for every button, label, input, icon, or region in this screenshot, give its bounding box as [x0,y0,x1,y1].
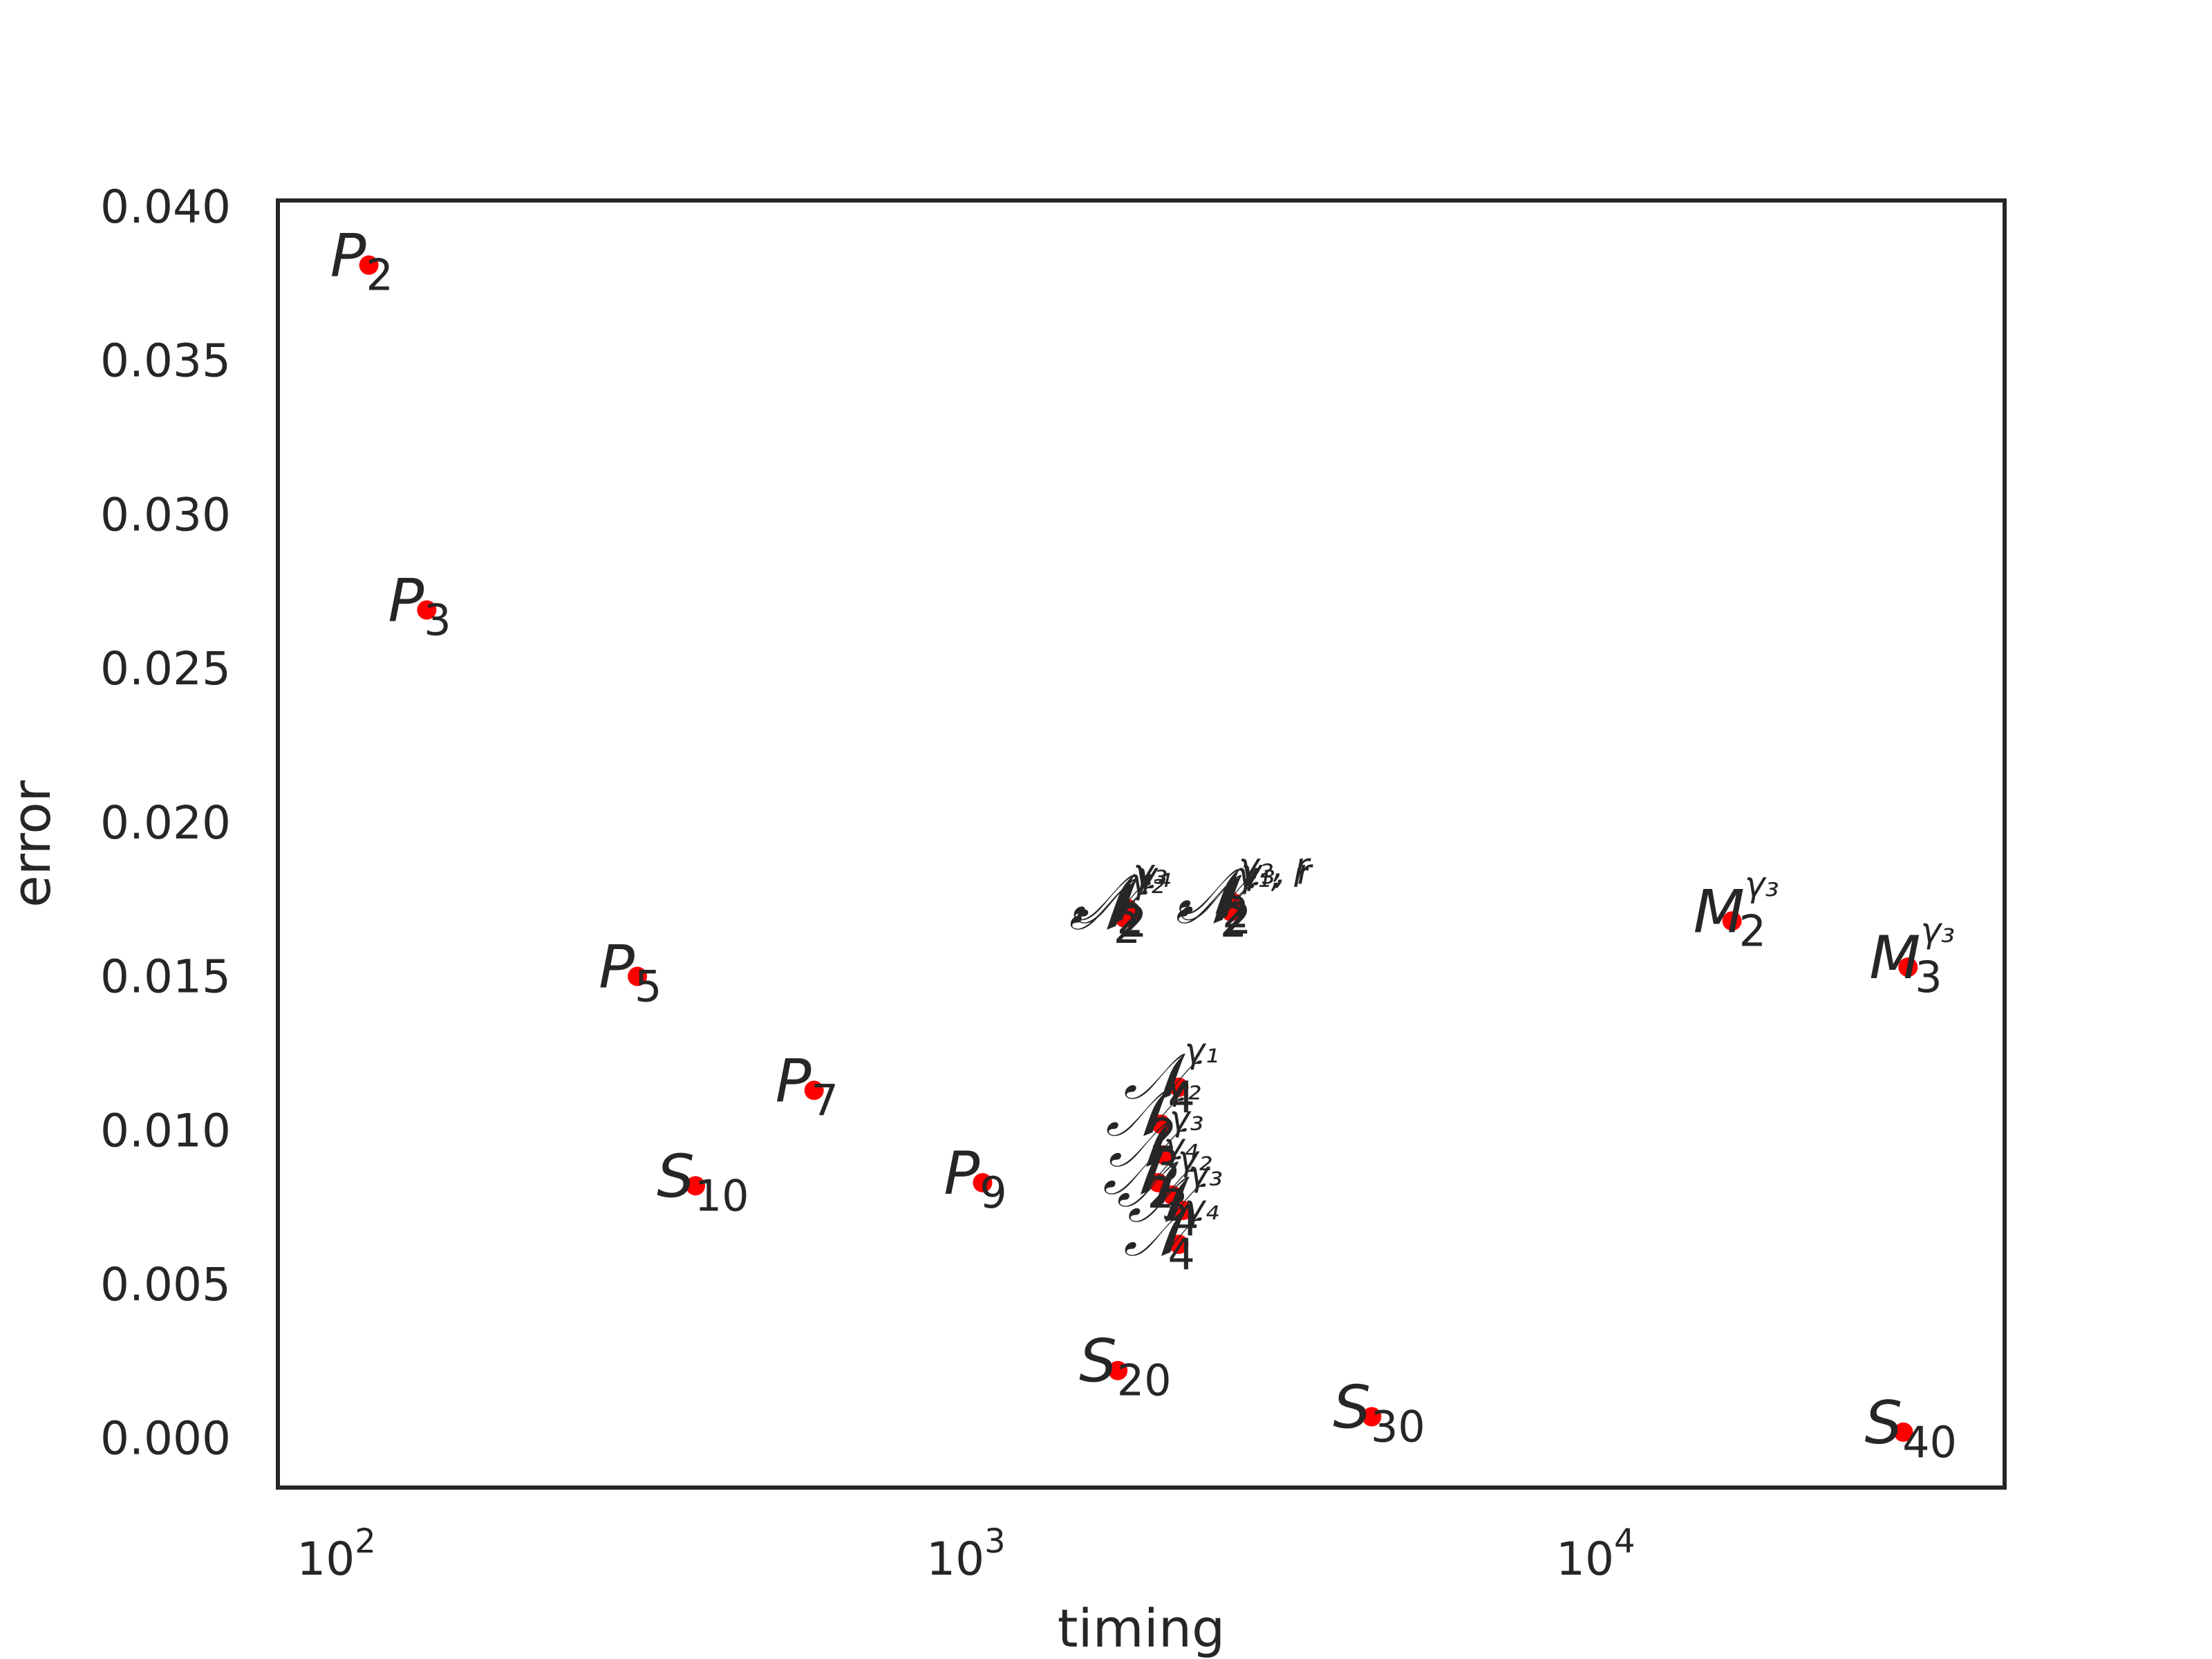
scatter-point [1173,1201,1193,1221]
scatter-point [359,255,379,275]
point-label: P7 [776,1047,838,1125]
y-tick-label: 0.020 [100,796,231,850]
scatter-point [686,1176,706,1196]
point-label: 𝒩γ₂ 3 [1117,1138,1212,1230]
point-label: P9 [944,1139,1006,1218]
point-label: S10 [657,1142,749,1221]
scatter-point [1169,1077,1189,1097]
point-label: 𝒩γ₄ 4 [1123,1188,1219,1280]
point-label: S20 [1079,1327,1172,1406]
scatter-point [1154,1145,1174,1165]
scatter-point [628,966,648,986]
point-label: 𝒩γ₃ 2 [1072,852,1168,944]
point-label: 𝒩γ₄ 2 [1103,1126,1198,1218]
scatter-point [1169,1235,1189,1255]
scatter-point [804,1080,824,1100]
point-label: P2 [330,222,393,301]
point-label: Mγ₃ 2 [1694,864,1779,956]
scatter-point [1108,1360,1128,1380]
scatter-point [1893,1422,1913,1442]
scatter-point [1162,1185,1182,1205]
point-label: 𝒩γ₄ 2 [1076,855,1171,947]
point-label: P3 [388,566,451,645]
x-tick-label: 104 [1556,1522,1635,1586]
scatter-point [1226,899,1246,919]
scatter-point [417,600,437,620]
point-label: 𝒩γ₃ 4 [1127,1154,1223,1246]
y-tick-label: 0.030 [100,488,231,541]
y-tick-label: 0.000 [100,1412,231,1465]
point-label: 𝒩γ₃ 3 [1109,1098,1204,1190]
scatter-point [1898,957,1918,977]
point-label: 𝒩γ₂ 2 [1069,861,1165,953]
y-tick-label: 0.025 [100,642,231,695]
y-tick-labels: 0.000 0.005 0.010 0.015 0.020 0.025 0.030 0.035… [100,180,231,1465]
point-label: 𝒩γ₂ 2 [1105,1067,1201,1159]
scatter-point [973,1173,993,1192]
x-tick-labels: 102 103 104 [297,1522,1635,1586]
point-label: Mγ₃ 3 [1869,910,1955,1002]
scatter-point [1722,911,1742,931]
scatter-point [1121,902,1141,921]
scatter-point [1148,1173,1168,1192]
scatter-point [1362,1407,1382,1427]
marks-layer [359,255,1918,1442]
y-tick-label: 0.015 [100,950,231,1004]
x-tick-label: 103 [926,1522,1006,1586]
y-axis-title: error [1,780,62,908]
scatter-point [1151,1114,1171,1134]
y-tick-label: 0.010 [100,1104,231,1157]
plot-frame [276,198,2007,1490]
x-axis-title: timing [1058,1597,1225,1659]
y-tick-label: 0.005 [100,1258,231,1311]
point-label: 𝒩γ₁ 4 [1123,1031,1219,1123]
y-tick-label: 0.035 [100,335,231,388]
point-label: S40 [1864,1389,1957,1468]
x-tick-label: 102 [297,1522,376,1586]
point-label: S30 [1333,1374,1425,1452]
y-tick-label: 0.040 [100,180,231,234]
point-label: P5 [599,933,662,1012]
